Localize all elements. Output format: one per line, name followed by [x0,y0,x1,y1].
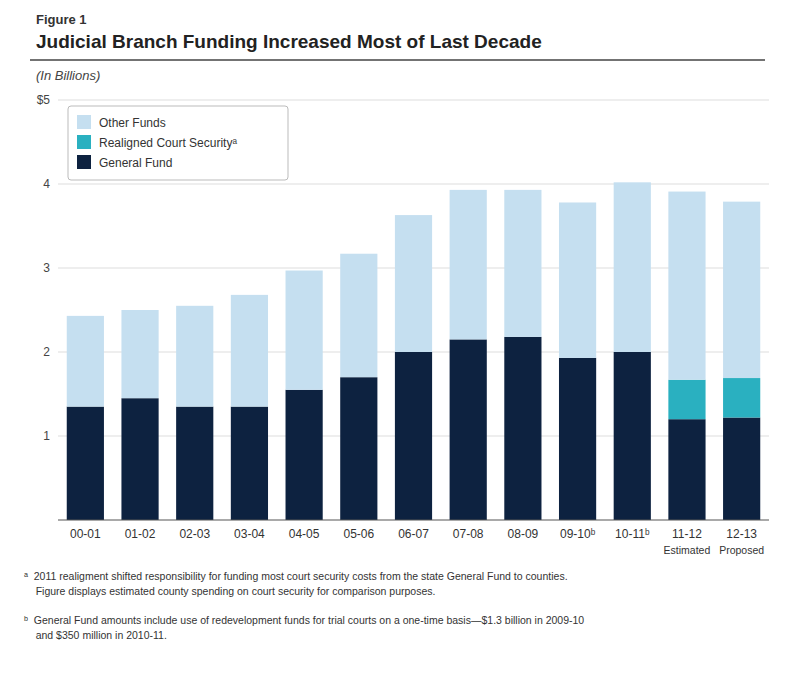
bar-segment [121,310,158,398]
bar-segment [176,407,213,520]
x-tick-label: 07-08 [453,527,484,541]
bar-segment [67,316,104,407]
x-axis-line [58,520,769,521]
y-tick-label: $5 [37,93,51,107]
bar-segment [504,337,541,520]
bar-segment [450,190,487,340]
x-tick-label: 08-09 [508,527,539,541]
title: Judicial Branch Funding Increased Most o… [36,31,542,52]
x-tick-label: 12-13 [726,527,757,541]
footnote-line: ᵇ General Fund amounts include use of re… [24,614,584,626]
bar-segment [231,295,268,407]
legend: Other Funds Realigned Court Securityᵃ Gene… [68,106,288,180]
x-sublabel: Estimated [664,544,711,556]
x-sublabel: Proposed [719,544,764,556]
bar-segment [395,352,432,520]
y-tick-label: 4 [43,177,50,191]
bar-segment [176,306,213,407]
bar-segment [231,407,268,520]
legend-label: Other Funds [99,116,166,130]
bar-segment [340,254,377,377]
bar-segment [723,378,760,417]
x-tick-label: 04-05 [289,527,320,541]
bar-segment [559,202,596,357]
bar-segment [67,407,104,520]
bar-segment [121,398,158,520]
x-tick-label: 00-01 [70,527,101,541]
legend-label: Realigned Court Securityᵃ [99,136,237,150]
legend-swatch [77,115,91,129]
bar-segment [723,202,760,378]
figure-label: Figure 1 [36,12,87,27]
subtitle: (In Billions) [36,68,100,83]
bar-segment [395,215,432,352]
footnote-line: Figure displays estimated county spendin… [24,585,435,597]
x-tick-label: 05-06 [343,527,374,541]
bar-segment [286,271,323,390]
x-tick-label: 10-11ᵇ [615,527,650,541]
y-tick-label: 3 [43,261,50,275]
header-rule [30,59,765,61]
legend-box [68,106,288,180]
bar-segment [614,182,651,352]
bar-segment [450,339,487,520]
chart: Figure 1 Judicial Branch Funding Increase… [0,0,789,687]
bar-segment [668,192,705,380]
footnote-line: ᵃ 2011 realigment shifted responsibility… [24,570,568,582]
y-tick-label: 2 [43,345,50,359]
footnote-line: and $350 million in 2010-11. [24,629,167,641]
x-tick-label: 09-10ᵇ [560,527,596,541]
grid-line [58,184,769,185]
x-tick-label: 03-04 [234,527,265,541]
bar-segment [668,419,705,520]
bars [67,182,760,520]
x-tick-label: 01-02 [125,527,156,541]
grid-line [58,100,769,101]
bar-segment [340,377,377,520]
footnote: ᵇ General Fund amounts include use of re… [24,614,584,641]
bar-segment [614,352,651,520]
x-tick-label: 06-07 [398,527,429,541]
legend-swatch [77,135,91,149]
x-tick-label: 02-03 [179,527,210,541]
footnote: ᵃ 2011 realigment shifted responsibility… [24,570,568,597]
bar-segment [559,358,596,520]
bar-segment [668,380,705,419]
legend-swatch [77,155,91,169]
x-tick-label: 11-12 [672,527,702,541]
legend-label: General Fund [99,156,172,170]
x-axis: 00-01 01-02 02-03 03-04 04-05 05-06 06-07 07-08… [70,527,764,556]
bar-segment [723,418,760,520]
y-tick-label: 1 [43,429,50,443]
bar-segment [504,190,541,337]
bar-segment [286,390,323,520]
